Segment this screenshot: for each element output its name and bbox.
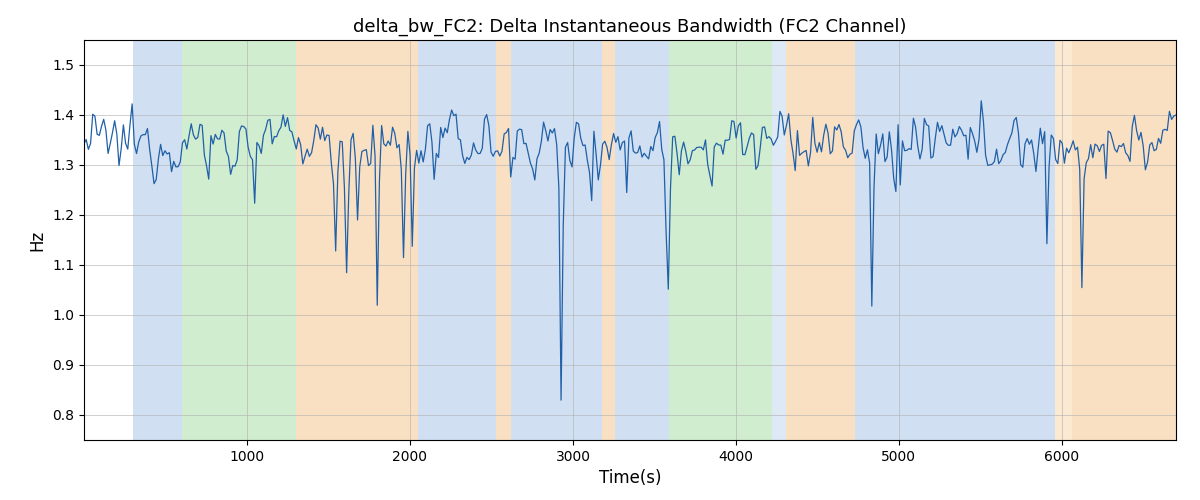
Bar (181, 40, 296, 440)
X-axis label: Time(s): Time(s) (599, 470, 661, 488)
Title: delta_bw_FC2: Delta Instantaneous Bandwidth (FC2 Channel): delta_bw_FC2: Delta Instantaneous Bandwi… (353, 18, 907, 36)
Bar (497, 40, 511, 440)
Bar (418, 40, 497, 440)
Bar (772, 40, 786, 440)
Bar (133, 40, 181, 440)
Bar (616, 40, 670, 440)
Bar (1072, 40, 1176, 440)
Bar (786, 40, 854, 440)
Bar (1055, 40, 1072, 440)
Bar (854, 40, 1055, 440)
Bar (670, 40, 772, 440)
Bar (296, 40, 418, 440)
Bar (511, 40, 602, 440)
Bar (602, 40, 616, 440)
Y-axis label: Hz: Hz (29, 230, 47, 250)
